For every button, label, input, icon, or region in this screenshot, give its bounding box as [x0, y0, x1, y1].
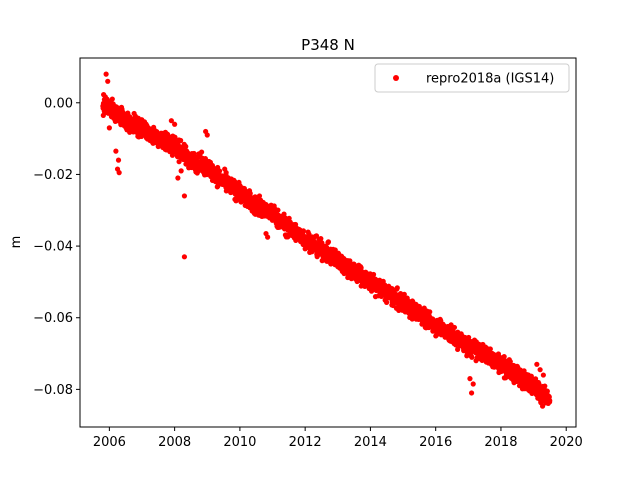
data-point: [178, 137, 184, 144]
outlier-point: [468, 390, 475, 396]
outlier-point: [204, 132, 210, 138]
y-tick-label: −0.02: [33, 168, 73, 183]
data-point: [172, 134, 178, 140]
outlier-point: [168, 118, 174, 124]
legend-label: repro2018a (IGS14): [426, 72, 554, 87]
outlier-point: [467, 376, 473, 382]
data-point: [547, 398, 553, 404]
chart-title: P348 N: [301, 36, 355, 54]
data-point: [223, 170, 229, 176]
data-point: [370, 271, 377, 278]
data-point: [542, 383, 548, 389]
outlier-point: [470, 381, 476, 387]
y-tick-label: −0.08: [33, 383, 73, 398]
data-point: [539, 403, 546, 409]
data-point: [487, 346, 493, 352]
outlier-point: [115, 157, 122, 163]
outlier-point: [282, 221, 289, 228]
outlier-point: [113, 148, 119, 154]
y-tick-label: 0.00: [44, 96, 73, 111]
data-point: [501, 354, 507, 360]
outlier-point: [178, 168, 184, 174]
data-point: [401, 291, 407, 297]
outlier-point: [181, 254, 188, 260]
outlier-point: [116, 170, 122, 176]
x-tick-label: 2010: [223, 435, 256, 450]
y-tick-label: −0.06: [33, 311, 73, 326]
data-point: [247, 190, 253, 197]
outlier-point: [103, 71, 109, 77]
data-point: [109, 96, 115, 102]
x-tick-label: 2016: [419, 435, 452, 450]
data-point: [275, 207, 281, 213]
outlier-point: [181, 193, 188, 199]
x-tick-label: 2008: [158, 435, 191, 450]
data-point: [300, 228, 307, 234]
data-point: [544, 388, 550, 394]
outlier-point: [172, 121, 178, 127]
outlier-point: [106, 125, 112, 131]
data-point: [469, 354, 475, 360]
data-point: [318, 236, 324, 242]
x-tick-label: 2006: [93, 435, 126, 450]
data-point: [384, 299, 390, 305]
outlier-point: [175, 175, 181, 181]
y-axis: 0.00 −0.02 −0.04 −0.06 −0.08: [33, 96, 80, 398]
data-point: [455, 346, 461, 353]
outlier-point: [105, 78, 111, 84]
data-point: [532, 376, 539, 382]
data-point: [427, 309, 433, 315]
data-point: [451, 324, 458, 331]
legend: repro2018a (IGS14): [374, 63, 570, 93]
legend-marker: [393, 75, 399, 81]
data-point: [325, 239, 332, 245]
x-tick-label: 2020: [550, 435, 583, 450]
outlier-point: [265, 234, 271, 240]
outlier-point: [256, 193, 263, 199]
x-axis: 2006 2008 2010 2012 2014 2016 2018 2020: [93, 427, 583, 450]
y-tick-label: −0.04: [33, 240, 73, 255]
x-tick-label: 2018: [484, 435, 517, 450]
data-point: [466, 334, 472, 341]
scatter-points: [100, 71, 553, 409]
data-point: [199, 149, 205, 155]
data-point: [176, 159, 182, 165]
outlier-point: [537, 367, 543, 373]
data-point: [216, 168, 223, 174]
outlier-point: [540, 372, 546, 378]
x-tick-label: 2014: [354, 435, 387, 450]
plot-frame: [79, 57, 577, 428]
data-point: [169, 152, 176, 158]
data-point: [394, 285, 400, 291]
y-axis-label: m: [9, 236, 24, 249]
data-point: [183, 143, 189, 150]
x-tick-label: 2012: [289, 435, 322, 450]
outlier-point: [534, 361, 540, 367]
legend-box: [374, 63, 570, 93]
